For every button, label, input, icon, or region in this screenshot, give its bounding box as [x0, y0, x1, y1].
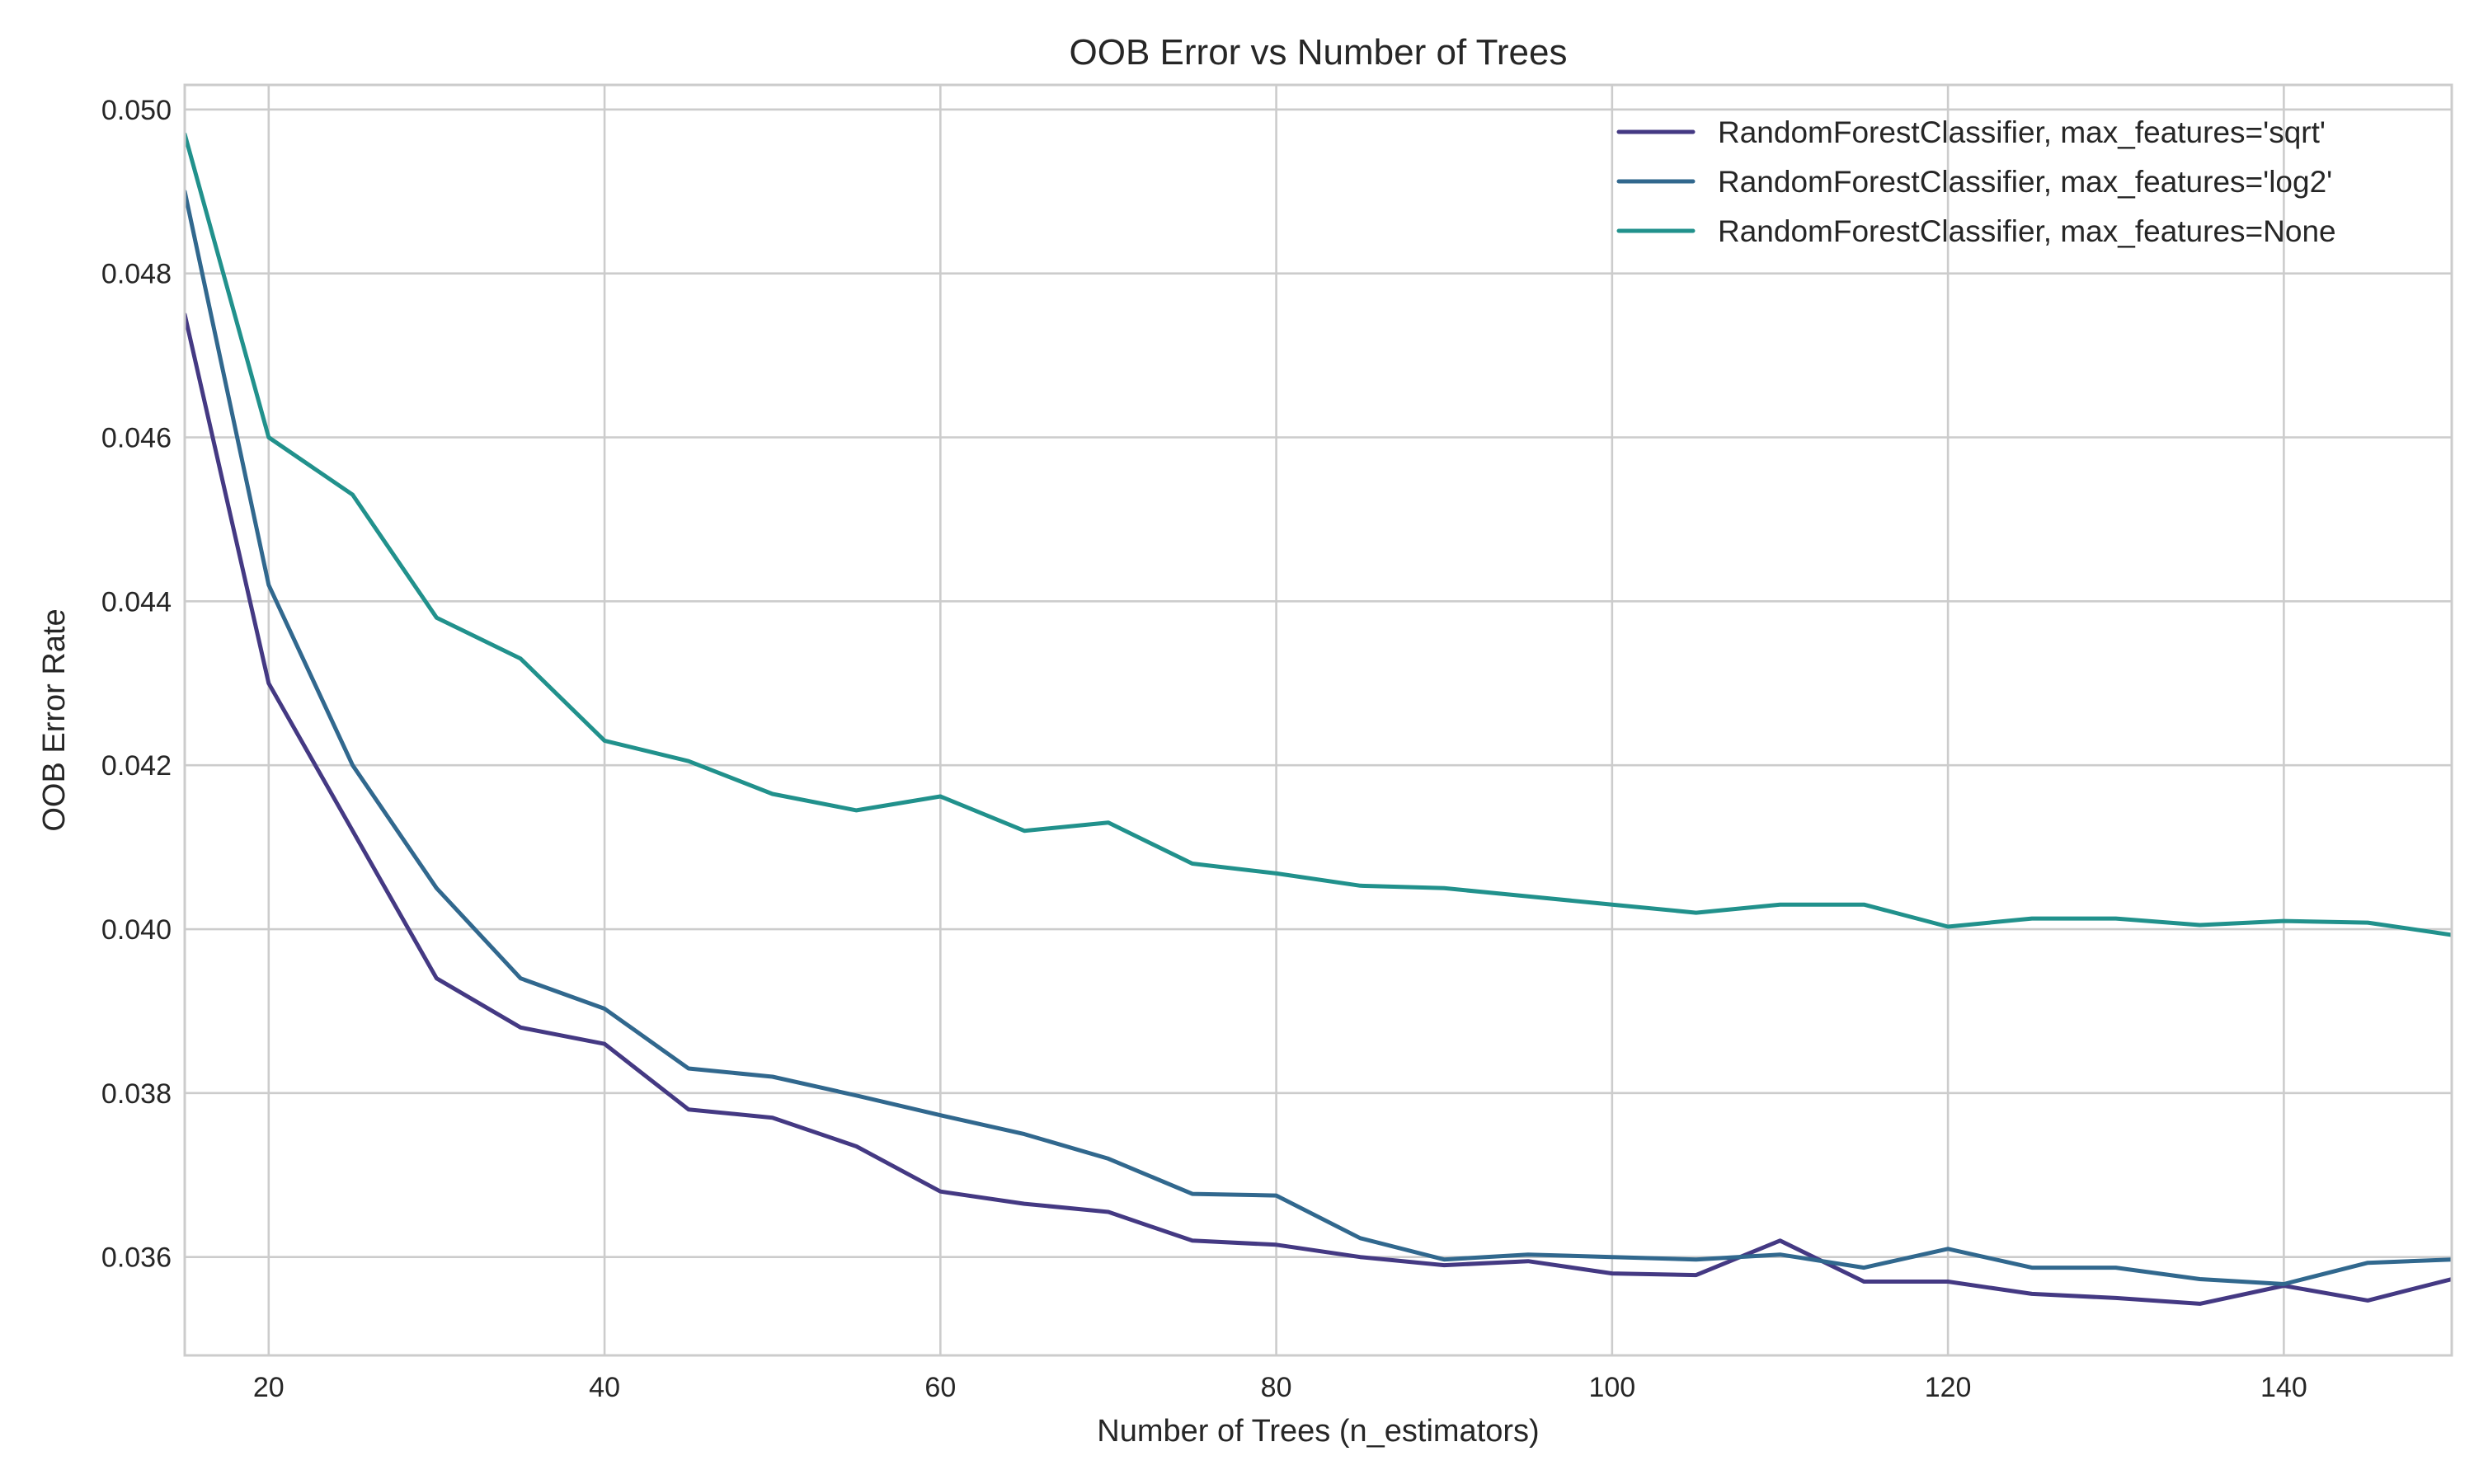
y-tick-label: 0.050: [101, 95, 172, 126]
x-tick-label: 40: [589, 1372, 620, 1403]
y-axis-label: OOB Error Rate: [37, 608, 72, 831]
series-layer: [185, 132, 2452, 1306]
chart-title: OOB Error vs Number of Trees: [1070, 32, 1568, 73]
legend-label-1: RandomForestClassifier, max_features='sq…: [1718, 115, 2326, 149]
x-tick-label: 80: [1261, 1372, 1292, 1403]
grid: [185, 85, 2452, 1355]
legend-label-2: RandomForestClassifier, max_features='lo…: [1718, 165, 2332, 199]
y-tick-label: 0.044: [101, 586, 172, 618]
y-tick-label: 0.046: [101, 423, 172, 454]
plot-frame: [183, 83, 2453, 1357]
x-tick-label: 140: [2260, 1372, 2307, 1403]
series-line-2: [185, 189, 2452, 1286]
y-tick-label: 0.038: [101, 1078, 172, 1110]
x-tick-label: 20: [253, 1372, 285, 1403]
y-tick-label: 0.040: [101, 914, 172, 946]
y-axis-ticks: 0.036 0.038 0.040 0.042 0.044 0.046 0.048 0.050: [101, 95, 172, 1274]
y-tick-label: 0.036: [101, 1242, 172, 1274]
x-tick-label: 60: [924, 1372, 956, 1403]
x-tick-label: 100: [1588, 1372, 1635, 1403]
y-tick-label: 0.042: [101, 750, 172, 782]
x-axis-ticks: 20 40 60 80 100 120 140: [253, 1372, 2307, 1403]
x-axis-label: Number of Trees (n_estimators): [1097, 1414, 1539, 1449]
x-tick-label: 120: [1925, 1372, 1972, 1403]
legend: RandomForestClassifier, max_features='sq…: [1616, 115, 2336, 248]
series-line-1: [185, 312, 2452, 1306]
legend-label-3: RandomForestClassifier, max_features=Non…: [1718, 214, 2336, 248]
series-line-3: [185, 132, 2452, 937]
y-tick-label: 0.048: [101, 259, 172, 290]
